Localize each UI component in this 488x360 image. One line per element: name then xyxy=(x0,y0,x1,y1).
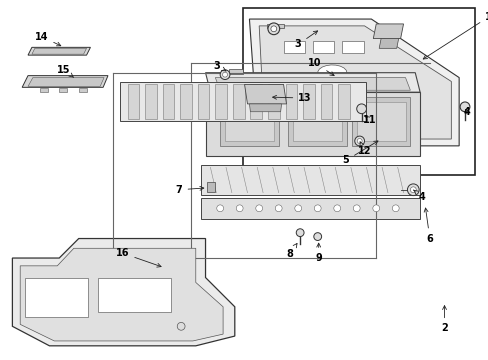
Text: 6: 6 xyxy=(423,208,432,243)
Text: 11: 11 xyxy=(362,114,375,125)
Circle shape xyxy=(270,26,276,32)
Text: 1: 1 xyxy=(423,12,488,59)
Polygon shape xyxy=(351,97,409,146)
Polygon shape xyxy=(207,182,215,192)
Circle shape xyxy=(333,205,340,212)
Circle shape xyxy=(267,23,279,35)
Polygon shape xyxy=(145,84,157,118)
Polygon shape xyxy=(273,114,405,139)
Polygon shape xyxy=(303,84,314,118)
Polygon shape xyxy=(293,102,342,141)
Circle shape xyxy=(177,323,184,330)
Polygon shape xyxy=(12,239,234,346)
Polygon shape xyxy=(215,84,226,118)
Polygon shape xyxy=(59,88,67,92)
Polygon shape xyxy=(288,97,346,146)
Circle shape xyxy=(216,205,223,212)
Polygon shape xyxy=(25,278,88,316)
Circle shape xyxy=(314,205,321,212)
Circle shape xyxy=(357,139,361,143)
Polygon shape xyxy=(163,84,174,118)
Text: 4: 4 xyxy=(463,107,469,117)
Polygon shape xyxy=(228,69,242,74)
Polygon shape xyxy=(180,84,191,118)
Text: 5: 5 xyxy=(342,141,377,166)
Polygon shape xyxy=(342,41,363,53)
Polygon shape xyxy=(312,41,334,53)
Text: 8: 8 xyxy=(285,243,296,259)
Polygon shape xyxy=(28,77,104,86)
Bar xyxy=(242,8,474,175)
Circle shape xyxy=(409,187,415,193)
Circle shape xyxy=(222,72,227,77)
Text: 7: 7 xyxy=(176,185,203,195)
Polygon shape xyxy=(98,278,171,312)
Polygon shape xyxy=(378,39,398,48)
Text: 12: 12 xyxy=(357,142,370,156)
Polygon shape xyxy=(259,26,450,139)
Text: 14: 14 xyxy=(35,32,61,46)
Circle shape xyxy=(296,229,304,237)
Polygon shape xyxy=(283,41,305,53)
Polygon shape xyxy=(200,165,419,195)
Text: 16: 16 xyxy=(116,248,161,267)
Polygon shape xyxy=(249,104,281,112)
Polygon shape xyxy=(197,84,209,118)
Polygon shape xyxy=(224,102,273,141)
Text: 9: 9 xyxy=(315,243,322,263)
Circle shape xyxy=(236,205,243,212)
Polygon shape xyxy=(285,84,297,118)
Polygon shape xyxy=(244,84,286,104)
Polygon shape xyxy=(205,92,419,156)
Polygon shape xyxy=(205,73,419,92)
Text: 3: 3 xyxy=(213,61,225,71)
Circle shape xyxy=(354,136,364,146)
Circle shape xyxy=(391,205,398,212)
Polygon shape xyxy=(250,84,262,118)
Circle shape xyxy=(459,102,469,112)
Polygon shape xyxy=(120,82,366,121)
Circle shape xyxy=(220,70,229,80)
Circle shape xyxy=(353,205,359,212)
Polygon shape xyxy=(232,84,244,118)
Text: 4: 4 xyxy=(413,190,425,202)
Circle shape xyxy=(407,184,418,195)
Polygon shape xyxy=(22,76,108,87)
Polygon shape xyxy=(220,97,278,146)
Polygon shape xyxy=(356,102,405,141)
Circle shape xyxy=(313,233,321,240)
Polygon shape xyxy=(266,24,283,28)
Polygon shape xyxy=(215,77,409,90)
Polygon shape xyxy=(32,48,86,54)
Polygon shape xyxy=(127,84,139,118)
Polygon shape xyxy=(320,84,332,118)
Circle shape xyxy=(356,104,366,114)
Text: 10: 10 xyxy=(307,58,333,76)
Circle shape xyxy=(275,205,282,212)
Text: 3: 3 xyxy=(294,31,317,49)
Polygon shape xyxy=(200,198,419,219)
Polygon shape xyxy=(40,88,47,92)
Circle shape xyxy=(255,205,262,212)
Polygon shape xyxy=(267,84,279,118)
Text: 2: 2 xyxy=(440,306,447,333)
Polygon shape xyxy=(372,24,403,39)
Circle shape xyxy=(372,205,379,212)
Polygon shape xyxy=(79,88,86,92)
Text: 15: 15 xyxy=(57,65,74,77)
Polygon shape xyxy=(28,48,90,55)
Circle shape xyxy=(294,205,301,212)
Polygon shape xyxy=(338,84,349,118)
Polygon shape xyxy=(317,65,346,81)
Polygon shape xyxy=(249,19,458,146)
Text: 13: 13 xyxy=(272,93,311,103)
Polygon shape xyxy=(20,248,223,341)
